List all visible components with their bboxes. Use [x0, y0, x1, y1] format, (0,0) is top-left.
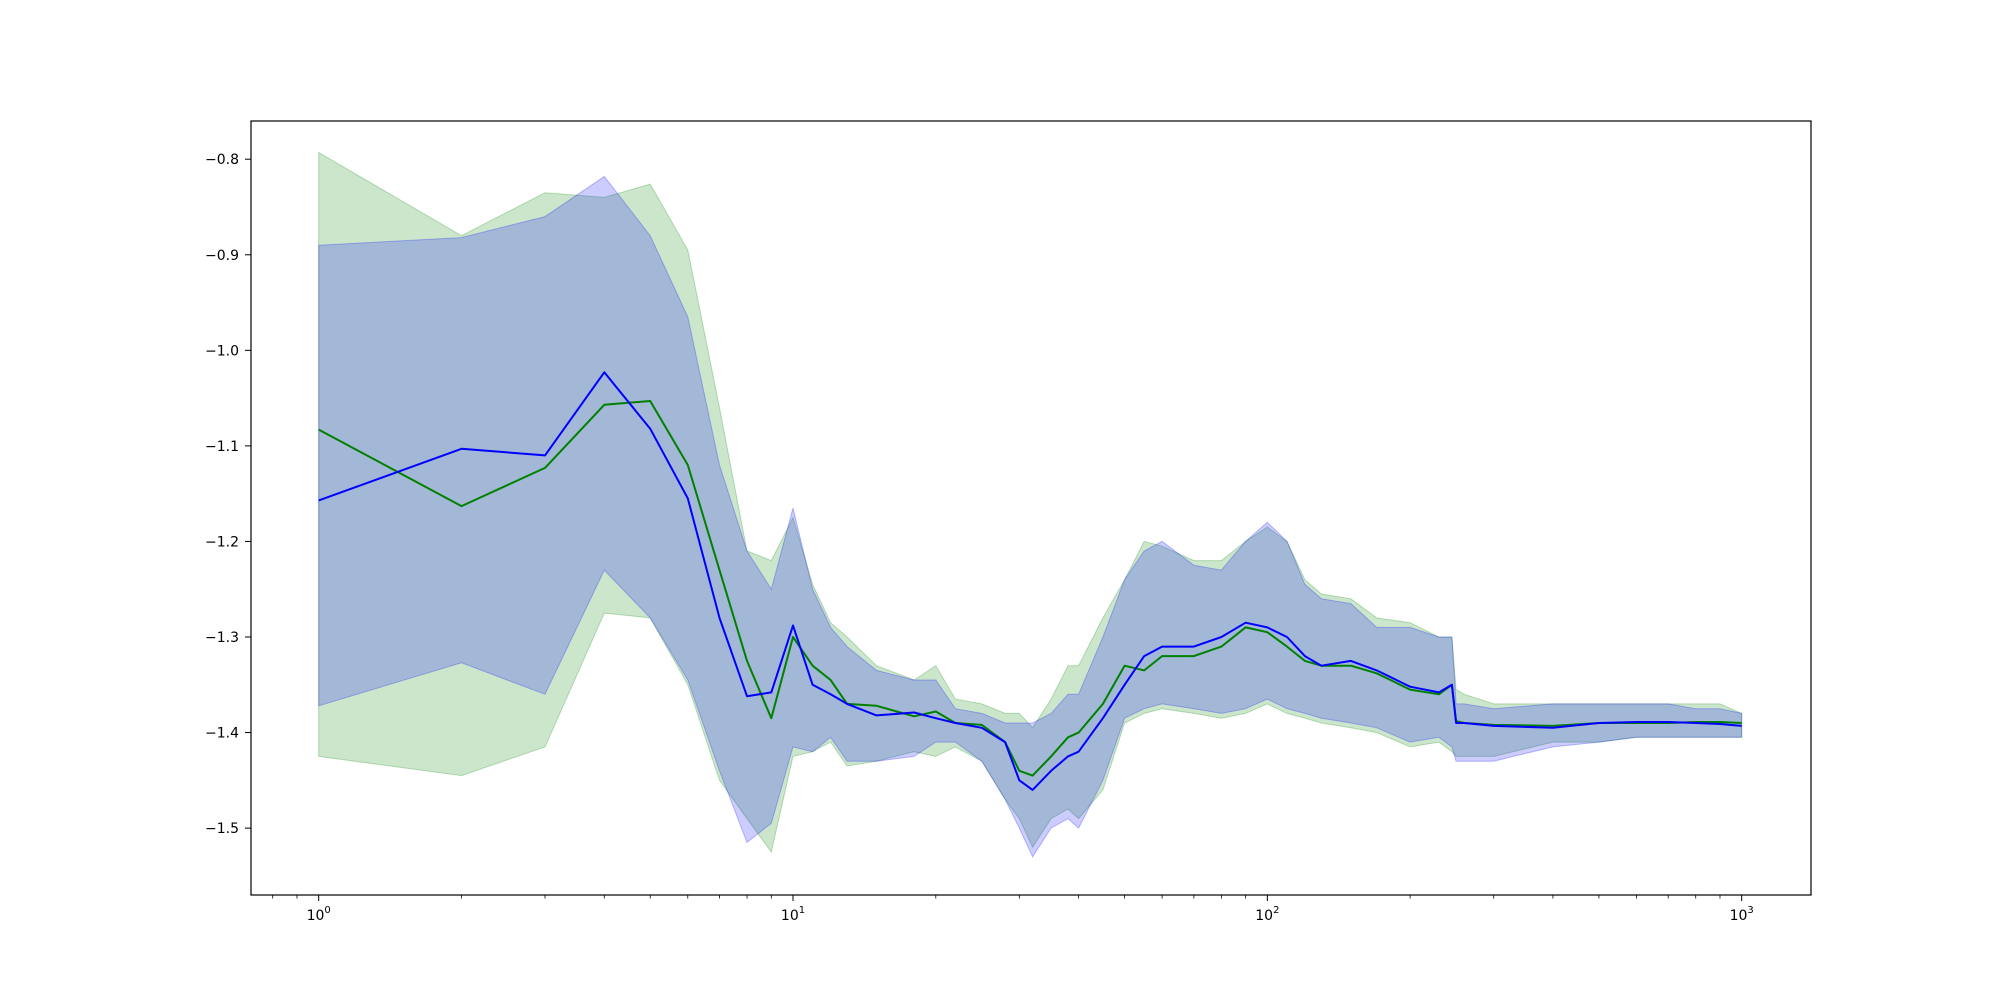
x-tick-label: 103: [1730, 905, 1754, 924]
series-lines: [318, 371, 1742, 791]
y-axis: −0.8 −0.9 −1.0 −1.1 −1.2 −1.3 −1.4 −1.5: [205, 152, 251, 837]
y-tick-label: −1.0: [205, 343, 239, 359]
x-tick-label: 101: [781, 905, 805, 924]
x-axis: 100 101 102 103: [272, 895, 1754, 924]
y-tick-label: −1.4: [205, 726, 239, 742]
y-tick-label: −1.5: [205, 821, 239, 837]
series-2-band: [318, 175, 1743, 858]
y-tick-label: −0.9: [205, 248, 239, 264]
y-tick-label: −1.1: [205, 439, 239, 455]
plot-frame: [250, 120, 1812, 896]
y-tick-label: −0.8: [205, 152, 239, 168]
x-tick-label: 102: [1255, 905, 1279, 924]
y-tick-label: −1.2: [205, 534, 239, 550]
series-2-line: [318, 371, 1742, 791]
y-tick-label: −1.3: [205, 630, 239, 646]
x-tick-label: 100: [307, 905, 331, 924]
